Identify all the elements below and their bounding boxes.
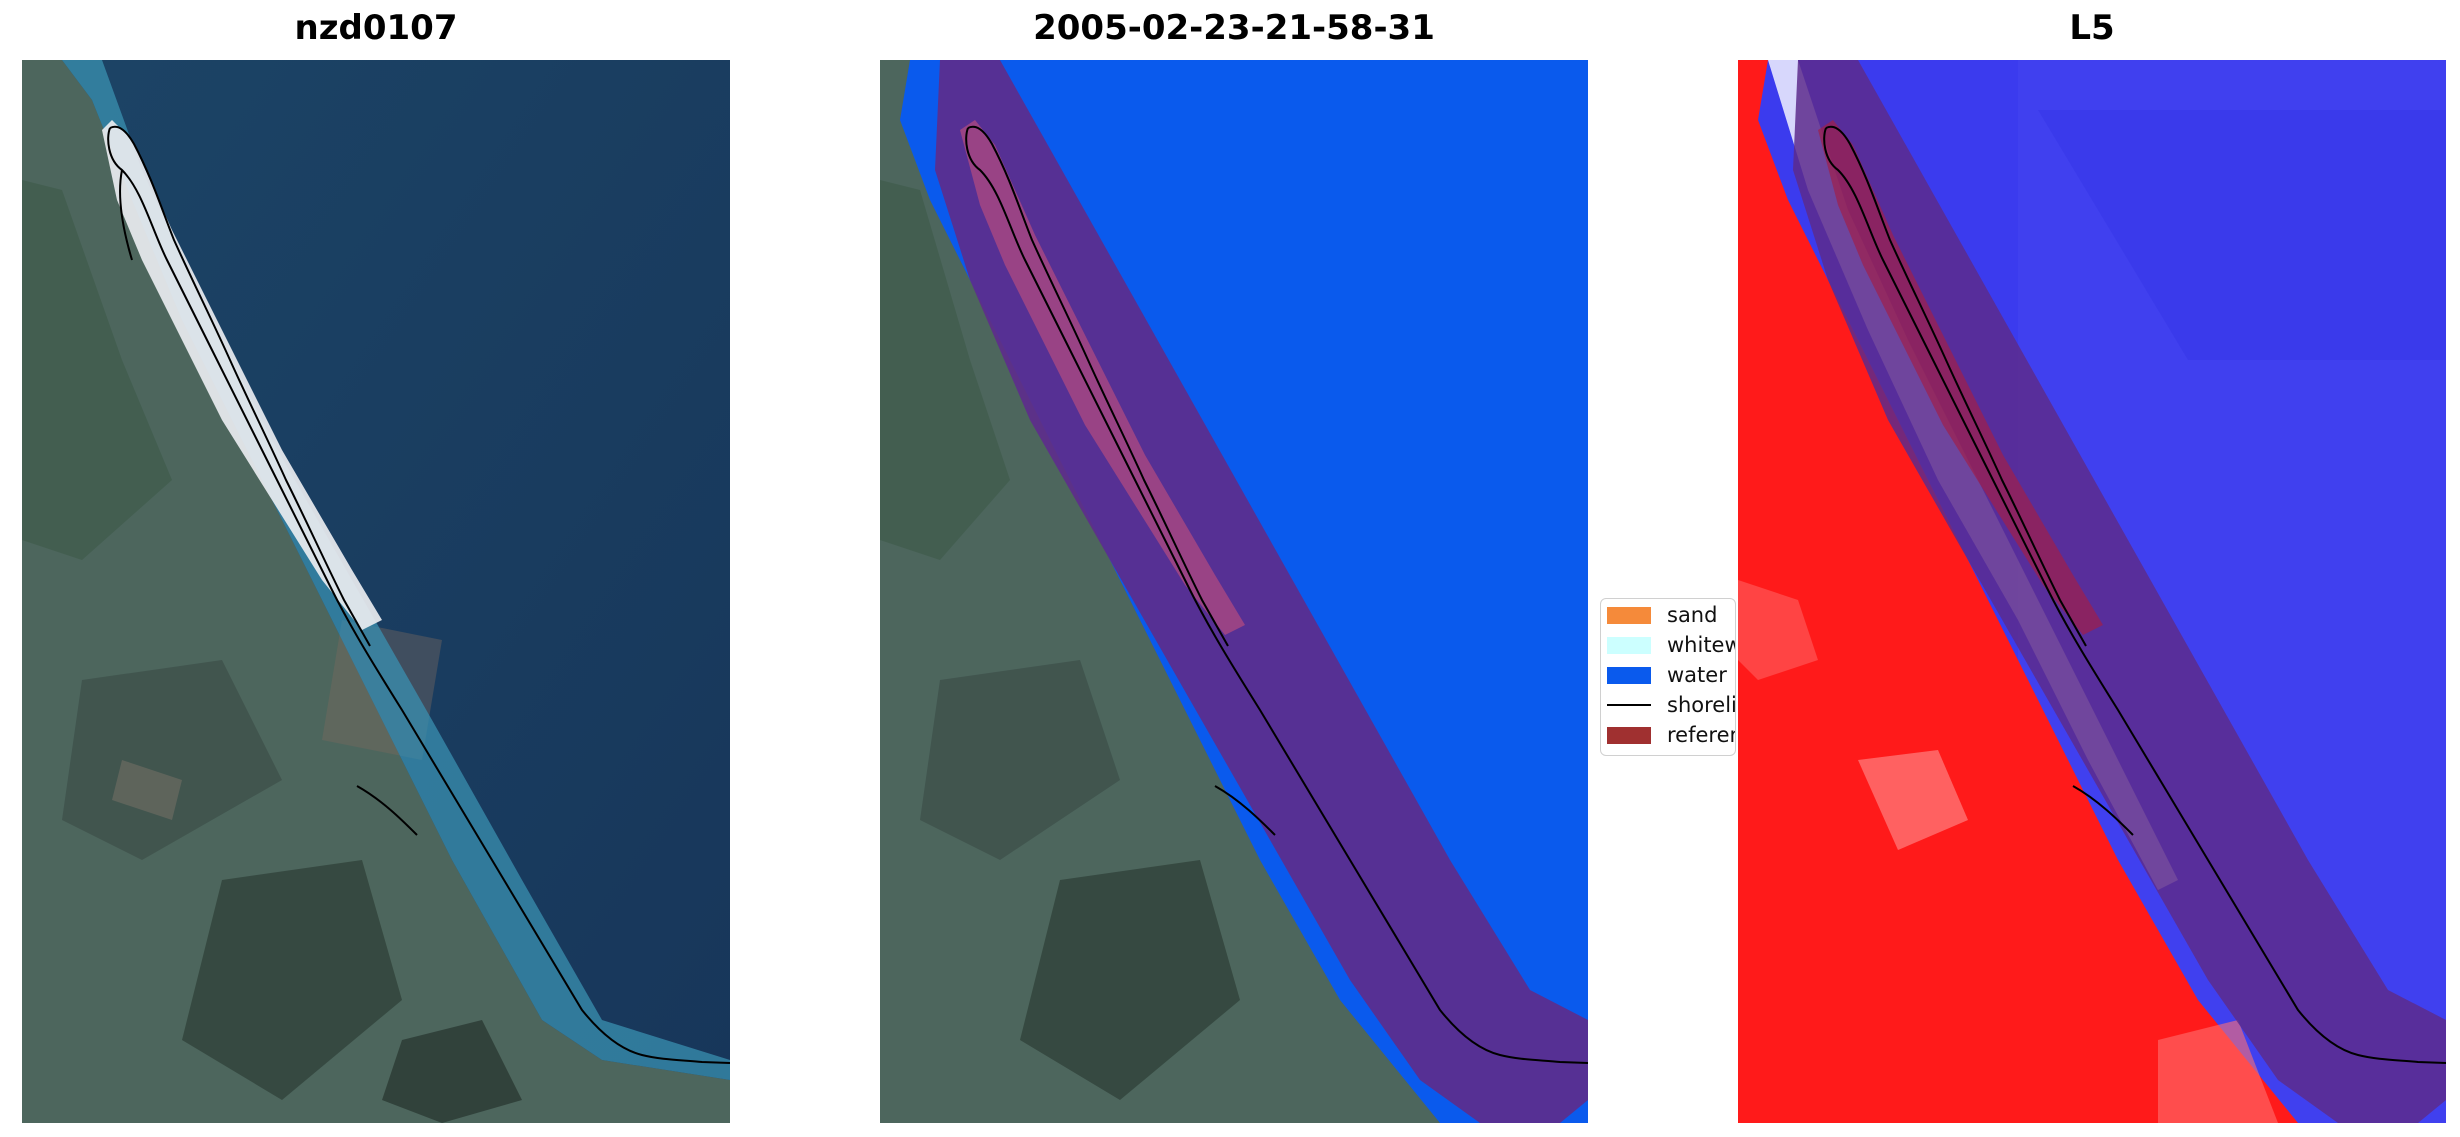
legend-label-water: water — [1667, 663, 1727, 687]
legend-label-whitewater: whitew — [1667, 633, 1736, 657]
index-panel — [1738, 60, 2446, 1123]
land-area — [22, 60, 730, 1123]
rgb-image-panel — [22, 60, 730, 1123]
legend-label-reference: referen — [1667, 723, 1736, 747]
panel-title-index: L5 — [2069, 8, 2115, 48]
legend: sand whitew water shoreli referen — [1600, 598, 1736, 756]
panel-title-classification: 2005-02-23-21-58-31 — [1033, 8, 1435, 48]
legend-swatch-water — [1607, 666, 1651, 684]
legend-item-shoreline: shoreli — [1607, 691, 1736, 719]
sand-class — [960, 120, 1245, 635]
land-area-2 — [880, 60, 1440, 1123]
index-image — [1738, 60, 2446, 1123]
shoreline-line — [107, 127, 730, 1064]
legend-swatch-sand — [1607, 606, 1651, 624]
legend-swatch-reference — [1607, 726, 1651, 744]
classification-panel — [880, 60, 1588, 1123]
shoreline-line-3 — [1823, 127, 2446, 1064]
sand-spit — [102, 120, 382, 630]
index-reference-buffer — [1793, 60, 2446, 1123]
legend-item-water: water — [1607, 661, 1727, 689]
classification-image — [880, 60, 1588, 1123]
reference-buffer — [935, 60, 1588, 1123]
legend-swatch-whitewater — [1607, 636, 1651, 654]
legend-label-sand: sand — [1667, 603, 1718, 627]
legend-item-sand: sand — [1607, 601, 1717, 629]
index-land — [1738, 60, 2298, 1123]
legend-label-shoreline: shoreli — [1667, 693, 1736, 717]
rgb-image — [22, 60, 730, 1123]
panel-title-rgb: nzd0107 — [294, 8, 458, 48]
shoreline-line-2 — [965, 127, 1588, 1064]
legend-line-shoreline — [1607, 704, 1651, 706]
legend-item-reference: referen — [1607, 721, 1736, 749]
legend-item-whitewater: whitew — [1607, 631, 1736, 659]
